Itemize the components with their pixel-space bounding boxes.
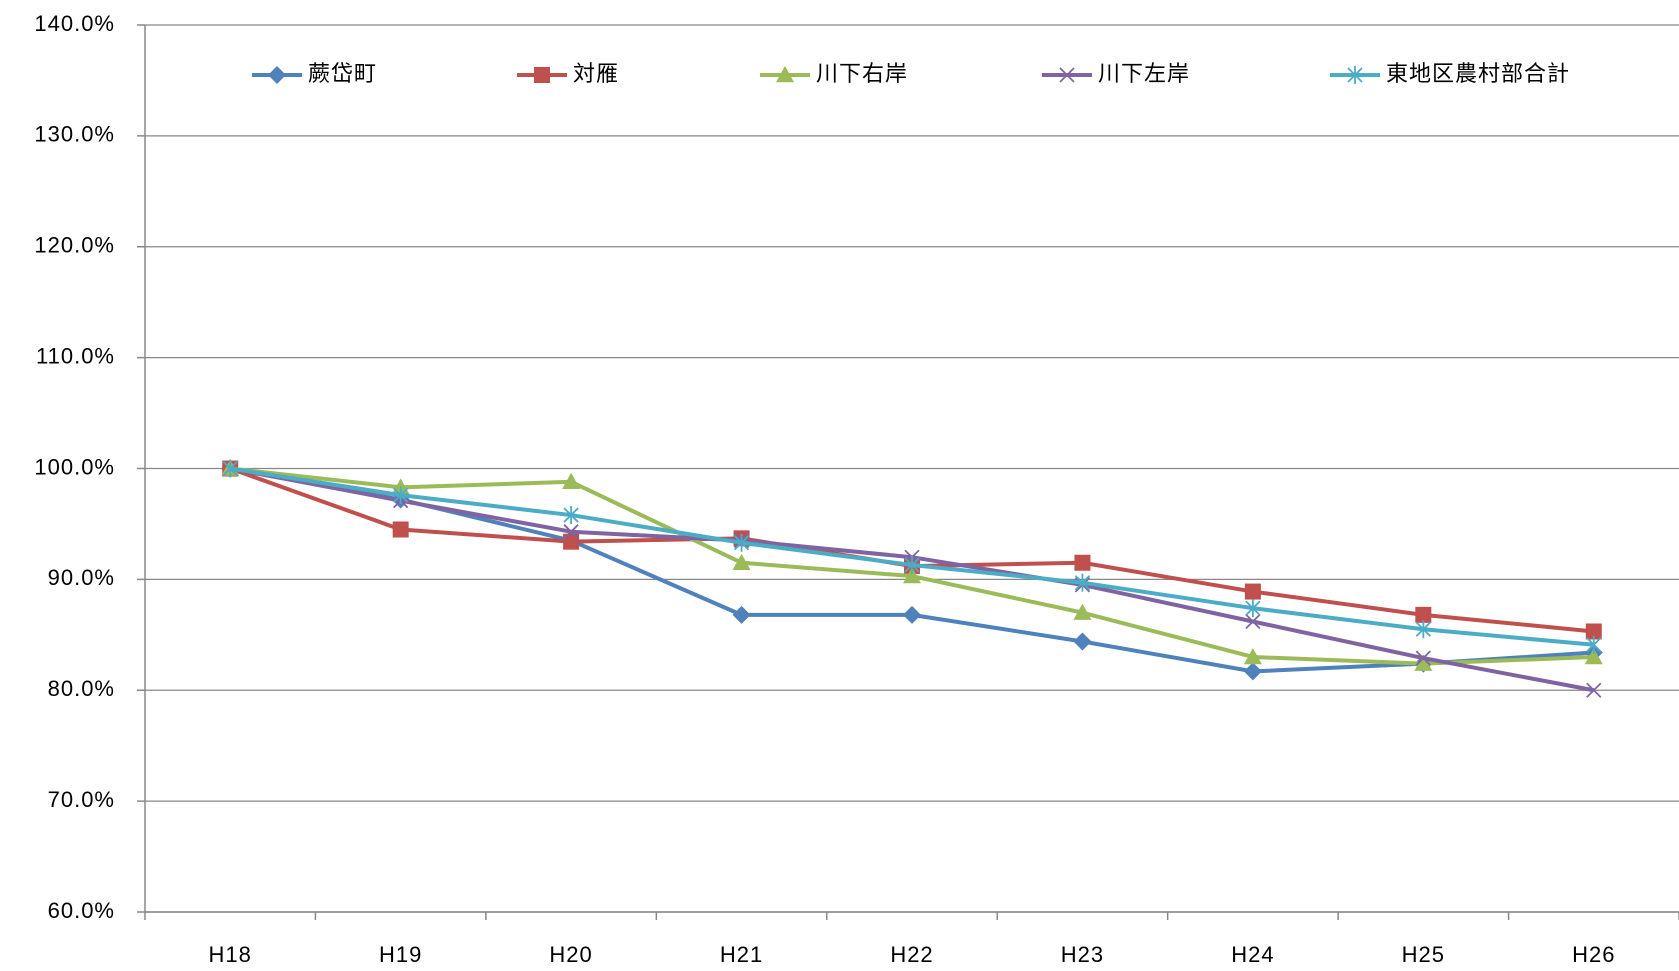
data-point bbox=[1586, 635, 1602, 654]
legend-label: 対雁 bbox=[573, 61, 619, 86]
y-tick-label: 60.0% bbox=[48, 898, 115, 923]
x-tick-label: H23 bbox=[1061, 942, 1104, 967]
data-point bbox=[733, 533, 750, 552]
data-point bbox=[1245, 599, 1261, 618]
data-point bbox=[562, 472, 581, 490]
x-tick-label: H19 bbox=[379, 942, 422, 967]
data-point-stroke bbox=[1245, 613, 1261, 630]
y-tick-label: 90.0% bbox=[48, 565, 115, 590]
data-point-stroke bbox=[1415, 650, 1431, 666]
data-point bbox=[1074, 554, 1091, 571]
legend-marker bbox=[268, 66, 286, 84]
x-tick-label: H20 bbox=[549, 942, 592, 967]
legend-label: 蕨岱町 bbox=[308, 61, 377, 86]
y-tick-label: 100.0% bbox=[34, 454, 115, 479]
data-point bbox=[904, 555, 920, 574]
data-point bbox=[1074, 573, 1091, 592]
data-point bbox=[1586, 682, 1602, 698]
data-point bbox=[1415, 606, 1432, 623]
legend-label: 川下左岸 bbox=[1098, 61, 1190, 86]
y-tick-label: 110.0% bbox=[36, 343, 115, 368]
data-point bbox=[1073, 603, 1092, 620]
legend-label: 川下右岸 bbox=[816, 61, 908, 86]
data-point bbox=[392, 521, 409, 538]
data-point bbox=[732, 605, 751, 624]
y-tick-label: 80.0% bbox=[48, 676, 115, 701]
data-point bbox=[903, 567, 921, 584]
data-point bbox=[732, 553, 751, 570]
data-point-stroke bbox=[1586, 682, 1602, 698]
x-tick-label: H22 bbox=[890, 942, 933, 967]
legend-label: 東地区農村部合計 bbox=[1386, 61, 1570, 86]
y-tick-label: 70.0% bbox=[48, 787, 115, 812]
legend-marker-stroke bbox=[1059, 67, 1075, 83]
data-point bbox=[1415, 620, 1431, 639]
data-point bbox=[903, 605, 921, 624]
data-point bbox=[1244, 583, 1261, 600]
data-point bbox=[563, 533, 580, 550]
legend-marker bbox=[1059, 67, 1075, 83]
data-point bbox=[1245, 613, 1261, 630]
data-point bbox=[563, 524, 579, 540]
data-point bbox=[1415, 650, 1431, 666]
x-tick-label: H21 bbox=[720, 942, 763, 967]
x-tick-label: H25 bbox=[1402, 942, 1445, 967]
data-point bbox=[1243, 662, 1262, 681]
x-tick-label: H18 bbox=[209, 942, 252, 967]
data-point bbox=[1414, 654, 1433, 671]
y-tick-label: 120.0% bbox=[34, 233, 115, 258]
data-point bbox=[1585, 623, 1602, 640]
legend-marker bbox=[534, 67, 550, 83]
y-tick-label: 140.0% bbox=[34, 11, 115, 36]
legend-marker bbox=[1347, 66, 1363, 84]
legend-marker bbox=[776, 66, 794, 83]
data-point bbox=[1073, 632, 1092, 651]
x-tick-label: H24 bbox=[1231, 942, 1274, 967]
data-point bbox=[393, 486, 409, 505]
x-tick-label: H26 bbox=[1572, 942, 1615, 967]
data-point bbox=[222, 459, 238, 478]
data-point bbox=[563, 506, 579, 525]
data-point bbox=[1584, 647, 1603, 665]
data-point bbox=[1243, 647, 1262, 665]
y-tick-label: 130.0% bbox=[34, 122, 115, 147]
data-point-stroke bbox=[563, 524, 579, 540]
